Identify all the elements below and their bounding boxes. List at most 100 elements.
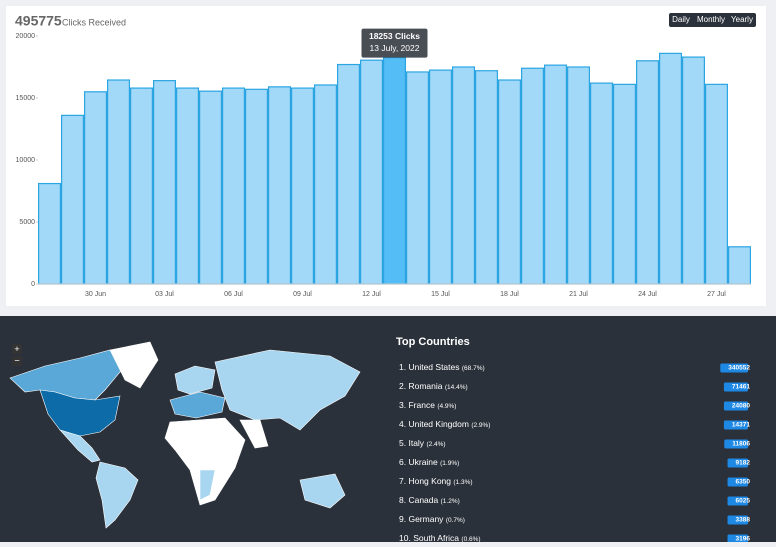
bar: [268, 86, 292, 285]
y-tick-label: 10000: [16, 157, 36, 164]
y-tick-label: 5000: [19, 219, 35, 226]
country-count: 3196: [736, 536, 751, 542]
country-row: 9. Germany (0.7%): [399, 514, 465, 524]
country-count: 14371: [732, 422, 750, 429]
country-count: 9182: [736, 460, 751, 467]
bar: [176, 87, 200, 285]
country-name: Romania: [408, 381, 442, 391]
bar: [60, 114, 84, 285]
bar: [635, 60, 659, 285]
bar: [291, 87, 315, 285]
x-tick-label: 03 Jul: [155, 291, 174, 298]
count-badge: [723, 420, 748, 430]
tooltip-date: 13 July, 2022: [370, 43, 420, 53]
country-share: (2.9%): [471, 422, 490, 429]
country-count: 6025: [736, 498, 751, 505]
bar: [681, 56, 705, 285]
x-tick-label: 27 Jul: [707, 291, 726, 298]
x-tick-label: 09 Jul: [293, 291, 312, 298]
x-tick-label: 21 Jul: [569, 291, 588, 298]
y-tick-label: 0: [31, 281, 35, 288]
country-name: Italy: [408, 438, 424, 448]
bar: [429, 69, 453, 285]
country-share: (4.9%): [437, 403, 456, 410]
x-tick-label: 15 Jul: [431, 291, 450, 298]
bar: [498, 79, 522, 285]
country-row: 7. Hong Kong (1.3%): [399, 476, 473, 486]
country-share: (1.9%): [440, 460, 459, 467]
country-share: (0.7%): [446, 517, 465, 524]
x-tick-label: 24 Jul: [638, 291, 657, 298]
country-row: 2. Romania (14.4%): [399, 381, 468, 391]
country-rank: 1.: [399, 362, 406, 372]
country-name: Ukraine: [408, 457, 438, 467]
monthly-button[interactable]: Monthly: [697, 15, 725, 24]
country-share: (2.4%): [426, 441, 445, 448]
country-row: 8. Canada (1.2%): [399, 495, 460, 505]
country-rank: 4.: [399, 419, 406, 429]
bar: [543, 64, 567, 285]
country-count: 71461: [732, 384, 750, 391]
country-row: 10. South Africa (0.6%): [399, 533, 481, 542]
country-rank: 7.: [399, 476, 406, 486]
country-count: 24080: [732, 403, 750, 410]
tooltip: [361, 28, 428, 58]
country-row: 1. United States (68.7%): [399, 362, 485, 372]
countries-title: Top Countries: [396, 336, 470, 348]
country-name: Hong Kong: [408, 476, 451, 486]
bar: [383, 57, 407, 285]
country-rank: 5.: [399, 438, 406, 448]
yearly-button[interactable]: Yearly: [731, 15, 753, 24]
y-tick-label: 20000: [16, 33, 36, 40]
country-share: (14.4%): [445, 384, 468, 391]
country-rank: 10.: [399, 533, 411, 542]
country-count: 3388: [736, 517, 751, 524]
bar: [106, 79, 130, 285]
country-row: 6. Ukraine (1.9%): [399, 457, 459, 467]
count-badge: [723, 401, 748, 411]
bar: [589, 82, 613, 285]
daily-button[interactable]: Daily: [672, 15, 690, 24]
country-name: Canada: [408, 495, 438, 505]
zoom-in-button[interactable]: [12, 344, 22, 354]
count-badge: [720, 363, 748, 373]
country-share: (68.7%): [462, 365, 485, 372]
x-tick-label: 30 Jun: [85, 291, 106, 298]
zoom-out-label[interactable]: −: [14, 355, 19, 365]
bar: [360, 59, 384, 285]
country-name: United States: [408, 362, 459, 372]
country-rank: 3.: [399, 400, 406, 410]
x-tick-label: 12 Jul: [362, 291, 381, 298]
bar: [83, 91, 107, 285]
bar: [612, 83, 636, 285]
zoom-out-button[interactable]: [12, 356, 22, 366]
world-map: [9, 341, 361, 529]
country-name: Germany: [408, 514, 444, 524]
country-share: (1.2%): [441, 498, 460, 505]
bar: [199, 90, 223, 285]
count-badge: [727, 515, 748, 525]
country-count: 340552: [728, 365, 750, 372]
x-tick-label: 18 Jul: [500, 291, 519, 298]
bar: [704, 83, 728, 285]
bar: [153, 80, 177, 285]
bar: [130, 87, 154, 285]
country-rank: 9.: [399, 514, 406, 524]
bar: [520, 67, 544, 285]
country-name: United Kingdom: [408, 419, 468, 429]
count-badge: [727, 477, 748, 487]
country-share: (0.6%): [461, 536, 480, 542]
country-count: 6350: [736, 479, 751, 486]
zoom-in-label[interactable]: +: [14, 344, 19, 354]
country-row: 4. United Kingdom (2.9%): [399, 419, 490, 429]
y-tick-label: 15000: [16, 95, 36, 102]
country-rank: 8.: [399, 495, 406, 505]
bar: [337, 63, 361, 285]
country-name: South Africa: [413, 533, 459, 542]
bar: [566, 66, 590, 285]
bar: [314, 84, 338, 285]
count-badge: [723, 382, 748, 392]
bar: [658, 52, 682, 285]
country-count: 11806: [732, 441, 750, 448]
